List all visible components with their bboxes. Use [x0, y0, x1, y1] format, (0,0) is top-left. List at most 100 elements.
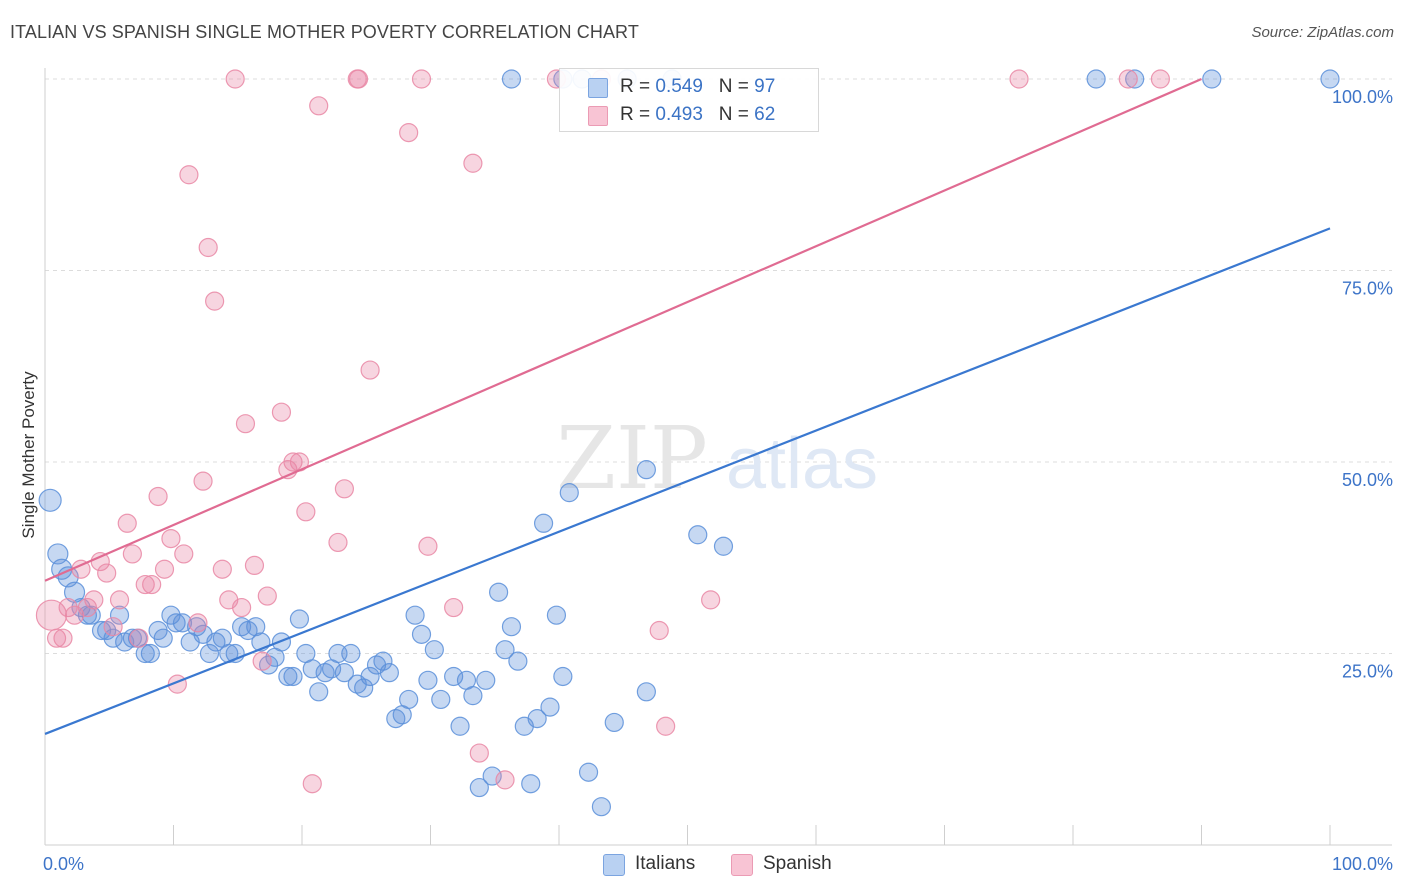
spanish-point — [1118, 69, 1138, 89]
italians-point — [1125, 69, 1145, 89]
italians-point — [469, 777, 489, 798]
italians-point — [636, 460, 656, 480]
spanish-point — [244, 555, 265, 576]
italians-point — [713, 536, 734, 556]
spanish-n-value: 62 — [754, 104, 776, 125]
italians-point — [289, 609, 310, 629]
italians-point — [360, 666, 380, 687]
italians-point — [140, 643, 160, 664]
y-tick-label: 50.0% — [1342, 470, 1393, 490]
italians-point — [418, 670, 438, 690]
spanish-point — [154, 559, 175, 579]
italians-point — [153, 628, 173, 648]
spanish-point — [77, 597, 98, 618]
spanish-point — [399, 123, 419, 143]
italians-point — [63, 581, 86, 603]
spanish-point — [212, 559, 232, 579]
spanish-r-label: R = — [620, 104, 656, 125]
italians-point — [604, 712, 624, 733]
italians-r-label: R = — [620, 76, 656, 97]
italians-point — [424, 640, 444, 660]
italians-point — [540, 697, 560, 717]
spanish-point — [495, 770, 515, 790]
italians-swatch — [588, 78, 608, 98]
italians-legend-swatch — [603, 854, 625, 876]
spanish-point — [463, 153, 483, 173]
italians-point — [553, 666, 573, 687]
italians-point — [38, 488, 62, 512]
spanish-point — [360, 360, 380, 380]
italians-point — [482, 766, 502, 786]
italians-r-value: 0.549 — [655, 76, 703, 97]
spanish-point — [348, 69, 369, 89]
spanish-point — [328, 532, 348, 553]
y-tick-label: 100.0% — [1332, 87, 1393, 107]
italians-point — [501, 617, 522, 637]
italians-legend-label: Italians — [635, 853, 696, 874]
y-axis-label: Single Mother Poverty — [19, 371, 38, 539]
italians-point — [527, 709, 547, 729]
spanish-point — [283, 452, 303, 472]
italians-point — [302, 659, 322, 679]
chart-title: ITALIAN VS SPANISH SINGLE MOTHER POVERTY… — [10, 22, 639, 42]
italians-point — [495, 640, 515, 660]
tick-labels: 25.0% 50.0% 75.0% 100.0% 0.0% 100.0% — [43, 87, 1393, 874]
spanish-point — [302, 774, 322, 794]
spanish-point — [188, 613, 208, 633]
italians-point — [1086, 69, 1106, 89]
spanish-point — [309, 96, 329, 116]
spanish-point — [135, 574, 155, 595]
italians-point — [103, 628, 123, 648]
gridlines — [45, 78, 1392, 654]
spanish-point — [103, 617, 123, 637]
italians-point — [122, 628, 142, 648]
spanish-legend-label: Spanish — [763, 853, 832, 874]
trend-lines — [44, 77, 1331, 735]
italians-point — [278, 666, 298, 687]
watermark-atlas: atlas — [726, 424, 878, 504]
spanish-point — [84, 590, 104, 610]
italians-point — [559, 483, 579, 503]
italians-point — [1202, 69, 1222, 89]
spanish-point — [46, 628, 67, 648]
spanish-point — [411, 69, 432, 89]
italians-point — [405, 605, 425, 625]
spanish-point — [649, 620, 669, 641]
spanish-point — [148, 486, 168, 507]
spanish-point — [58, 597, 78, 618]
italians-point — [450, 716, 470, 736]
spanish-point — [198, 237, 218, 258]
italians-point — [309, 682, 329, 702]
italians-point — [399, 689, 419, 710]
italians-point — [283, 666, 303, 687]
italians-point — [246, 617, 266, 637]
spanish-point — [257, 586, 277, 606]
spanish-point — [296, 502, 316, 522]
spanish-point — [161, 528, 181, 549]
spanish-point — [235, 414, 256, 434]
spanish-point — [142, 574, 162, 595]
italians-point — [533, 513, 554, 533]
italians-point — [591, 797, 612, 817]
x-tick-label-max: 100.0% — [1332, 854, 1393, 874]
spanish-trend-line — [44, 77, 1202, 582]
italians-point — [341, 643, 361, 664]
spanish-point — [117, 513, 137, 533]
source-label: Source: ZipAtlas.com — [1251, 24, 1394, 41]
spanish-r-value: 0.493 — [655, 104, 703, 125]
spanish-point — [271, 402, 292, 422]
spanish-legend-swatch — [731, 854, 753, 876]
spanish-point — [656, 716, 676, 736]
italians-point — [334, 663, 355, 683]
italians-point — [636, 682, 656, 702]
spanish-point — [469, 743, 489, 763]
italians-trend-line — [44, 227, 1331, 735]
italians-point — [172, 613, 193, 633]
spanish-point — [252, 651, 272, 671]
italians-point — [199, 643, 220, 664]
spanish-point — [444, 597, 464, 618]
italians-point — [373, 651, 393, 671]
spanish-point — [193, 471, 213, 491]
italians-point — [463, 686, 483, 706]
italians-point — [546, 605, 567, 625]
